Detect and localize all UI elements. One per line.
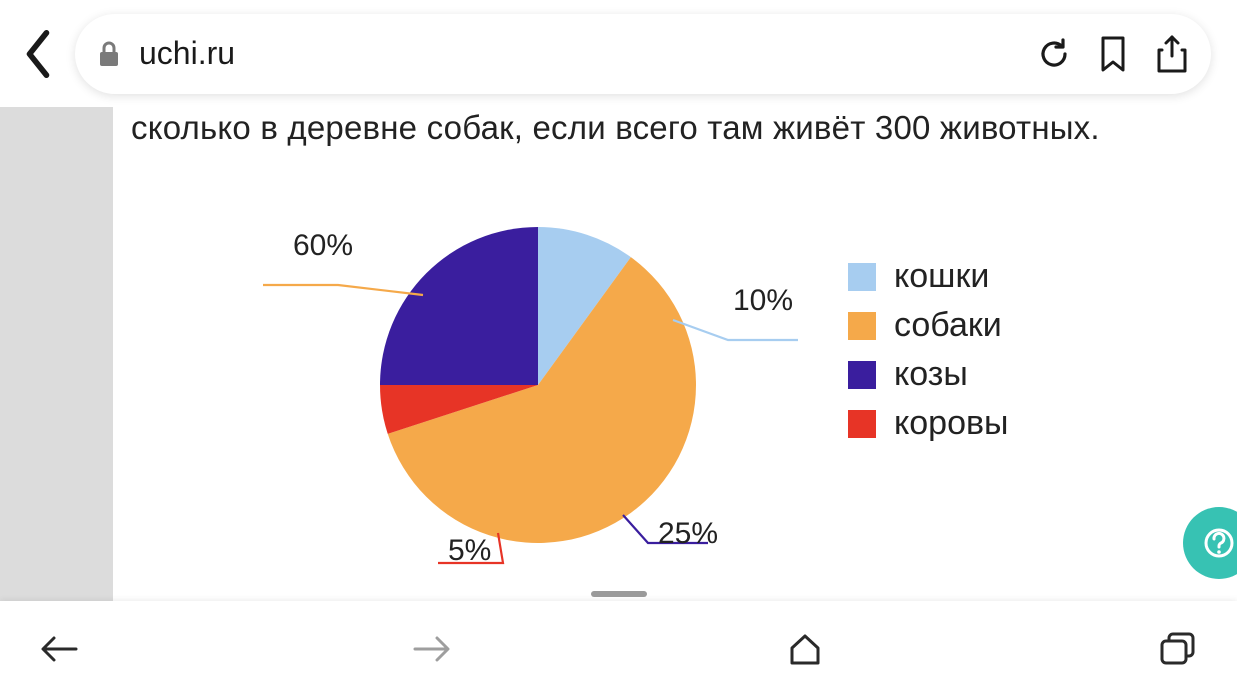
page-viewport: сколько в деревне собак, если всего там … <box>0 107 1237 601</box>
callout-line-dogs <box>263 285 423 295</box>
callout-label-cats: 10% <box>733 284 793 317</box>
legend-label-dogs: собаки <box>894 306 1002 345</box>
legend-label-cows: коровы <box>894 404 1008 443</box>
help-button[interactable] <box>1183 507 1237 579</box>
callout-label-dogs: 60% <box>293 229 353 262</box>
legend-item-dogs: собаки <box>848 306 1008 345</box>
url-text: uchi.ru <box>139 35 235 72</box>
help-icon <box>1202 526 1236 560</box>
legend: кошки собаки козы коровы <box>848 257 1008 443</box>
nav-tabs-button[interactable] <box>1159 630 1197 668</box>
legend-swatch-goats <box>848 361 876 389</box>
legend-swatch-cats <box>848 263 876 291</box>
callout-label-cows: 5% <box>448 534 491 567</box>
legend-label-cats: кошки <box>894 257 989 296</box>
callout-label-goats: 25% <box>658 517 718 550</box>
share-icon[interactable] <box>1155 34 1189 74</box>
legend-label-goats: козы <box>894 355 968 394</box>
drag-handle[interactable] <box>591 591 647 597</box>
pie-chart-svg: 10% 60% 5% 25% <box>143 165 843 605</box>
reload-icon[interactable] <box>1037 37 1071 71</box>
callout-line-cats <box>673 320 798 340</box>
chevron-left-icon <box>21 30 55 78</box>
nav-home-button[interactable] <box>786 630 824 668</box>
nav-back-button[interactable] <box>40 630 78 668</box>
legend-item-goats: козы <box>848 355 1008 394</box>
question-text: сколько в деревне собак, если всего там … <box>131 109 1100 147</box>
pie-slice-goats <box>380 227 538 385</box>
address-bar: uchi.ru <box>0 0 1237 107</box>
pie-chart: 10% 60% 5% 25% <box>143 165 843 585</box>
legend-swatch-dogs <box>848 312 876 340</box>
bottom-toolbar <box>0 601 1237 696</box>
legend-swatch-cows <box>848 410 876 438</box>
lock-icon <box>97 40 121 68</box>
address-pill[interactable]: uchi.ru <box>75 14 1211 94</box>
legend-item-cats: кошки <box>848 257 1008 296</box>
content-area: сколько в деревне собак, если всего там … <box>113 107 1237 601</box>
left-gutter <box>0 107 113 601</box>
nav-forward-button[interactable] <box>413 630 451 668</box>
legend-item-cows: коровы <box>848 404 1008 443</box>
history-back-button[interactable] <box>0 30 75 78</box>
bookmark-icon[interactable] <box>1099 35 1127 73</box>
